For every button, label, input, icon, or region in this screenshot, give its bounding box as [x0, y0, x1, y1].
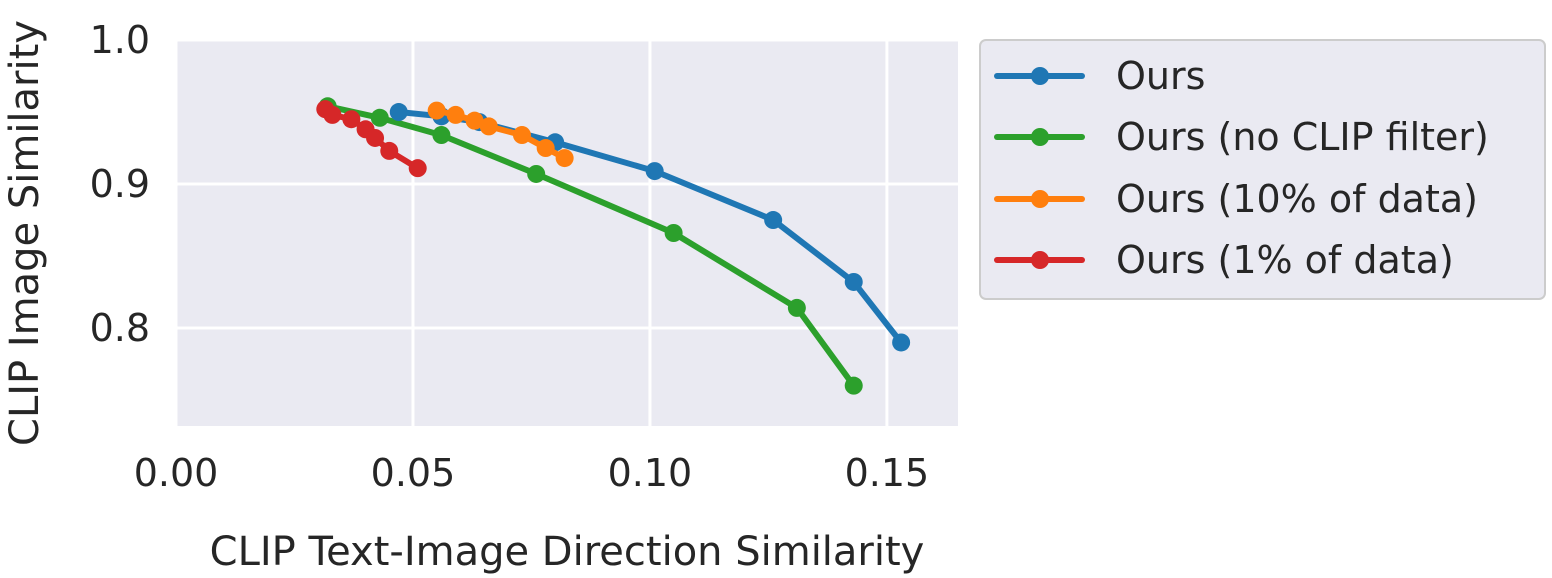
- data-point: [323, 105, 342, 124]
- y-tick-label: 0.8: [90, 306, 150, 350]
- legend-marker: [1031, 128, 1049, 146]
- y-axis-title: CLIP Image Similarity: [2, 20, 48, 446]
- data-point: [446, 105, 465, 124]
- legend-frame: [979, 39, 1546, 300]
- x-tick-label: 0.10: [608, 451, 693, 495]
- data-point: [787, 298, 806, 317]
- legend-marker: [1031, 190, 1049, 208]
- data-point: [479, 117, 498, 136]
- legend: Ours Ours (no CLIP filter) Ours (10% of …: [979, 39, 1546, 300]
- data-point: [512, 126, 531, 145]
- plot-area-background: [176, 40, 958, 426]
- data-point: [427, 101, 446, 120]
- x-tick-label: 0.15: [845, 451, 930, 495]
- data-point: [465, 111, 484, 130]
- series-group: [316, 97, 911, 395]
- data-point: [408, 159, 427, 178]
- legend-marker: [1031, 251, 1049, 269]
- data-point: [342, 110, 361, 129]
- data-point: [536, 139, 555, 158]
- series-3: [316, 100, 427, 178]
- data-point: [370, 108, 389, 127]
- data-point: [892, 333, 911, 352]
- y-tick-label: 1.0: [90, 18, 150, 62]
- data-point: [664, 224, 683, 242]
- legend-label-no-clip-filter: Ours (no CLIP filter): [1116, 115, 1489, 159]
- data-point: [645, 162, 664, 181]
- legend-label-1pct-data: Ours (1% of data): [1116, 238, 1454, 282]
- data-point: [844, 376, 863, 395]
- series-2: [427, 101, 574, 168]
- y-tick-label: 0.9: [90, 162, 150, 206]
- x-tick-label: 0.05: [371, 451, 456, 495]
- x-tick-label: 0.00: [134, 451, 219, 495]
- data-point: [380, 141, 399, 160]
- x-axis-title: CLIP Text-Image Direction Similarity: [210, 529, 925, 575]
- tick-labels: 0.00 0.05 0.10 0.15 0.8 0.9 1.0: [90, 18, 930, 495]
- data-point: [555, 149, 574, 168]
- legend-marker: [1031, 67, 1049, 85]
- data-point: [389, 103, 408, 122]
- data-point: [844, 272, 863, 291]
- data-point: [764, 211, 783, 230]
- legend-label-10pct-data: Ours (10% of data): [1116, 177, 1478, 221]
- data-point: [527, 164, 546, 183]
- data-point: [432, 126, 451, 145]
- data-point: [366, 128, 385, 147]
- legend-label-ours: Ours: [1116, 54, 1205, 98]
